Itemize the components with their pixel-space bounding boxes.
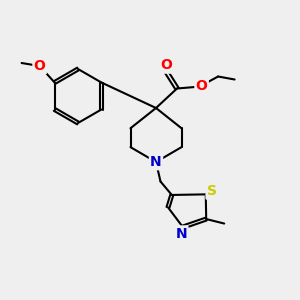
Text: O: O bbox=[34, 59, 46, 73]
Text: O: O bbox=[160, 58, 172, 72]
Text: O: O bbox=[196, 79, 208, 92]
Text: S: S bbox=[207, 184, 217, 198]
Text: N: N bbox=[176, 227, 187, 241]
Text: N: N bbox=[150, 155, 162, 169]
